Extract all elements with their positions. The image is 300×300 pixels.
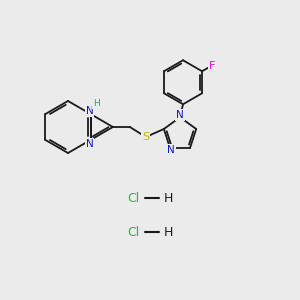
- Text: N: N: [85, 139, 93, 149]
- Text: Cl: Cl: [127, 226, 139, 238]
- Text: N: N: [167, 145, 175, 155]
- Text: N: N: [176, 110, 184, 120]
- Text: N: N: [85, 106, 93, 116]
- Text: H: H: [163, 191, 173, 205]
- Text: Cl: Cl: [127, 191, 139, 205]
- Text: S: S: [142, 132, 149, 142]
- Text: H: H: [163, 226, 173, 238]
- Text: F: F: [208, 61, 215, 71]
- Text: H: H: [93, 100, 100, 109]
